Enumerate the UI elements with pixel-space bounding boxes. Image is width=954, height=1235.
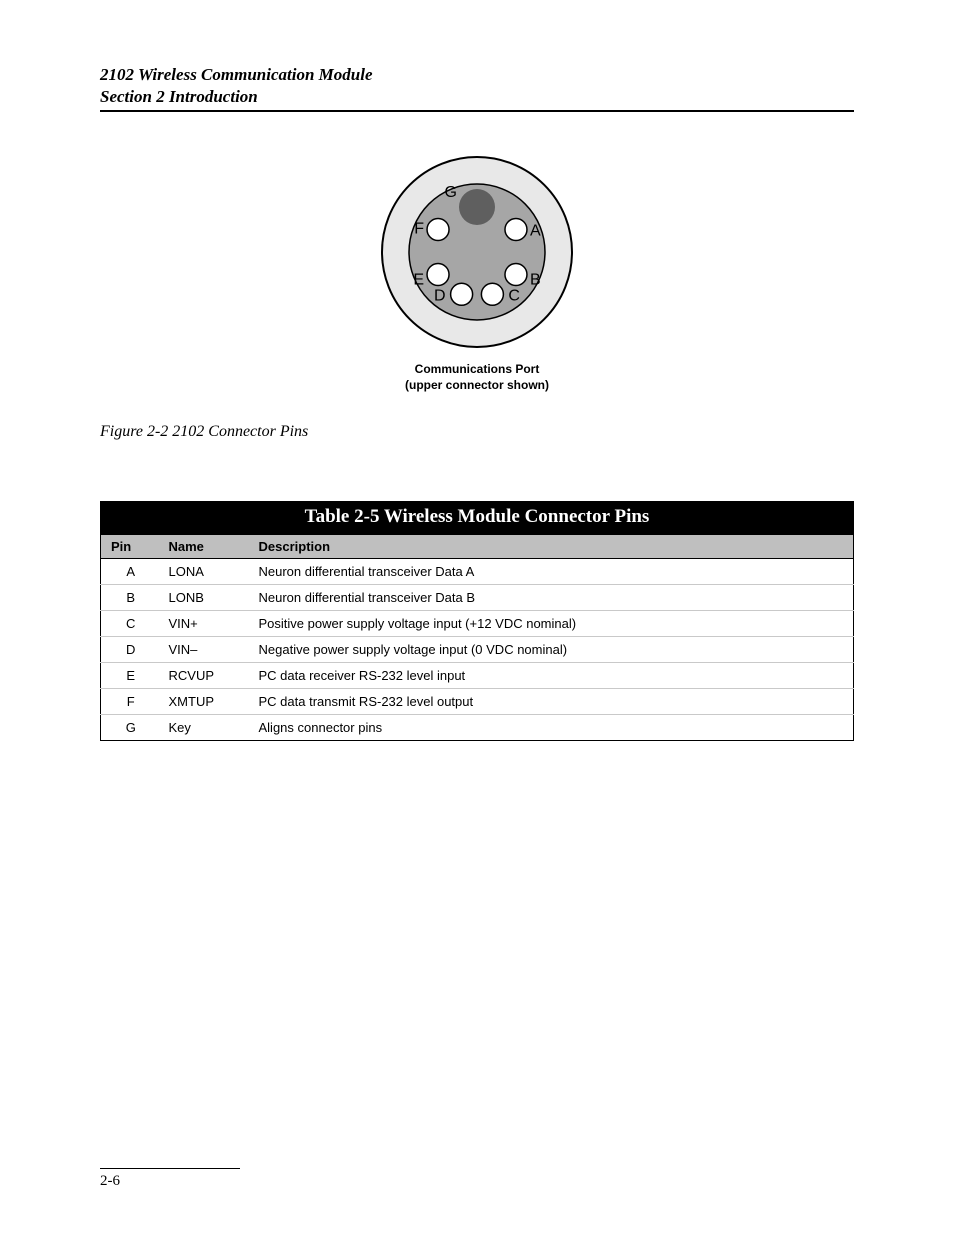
cell-desc: Positive power supply voltage input (+12… (251, 611, 854, 637)
cell-name: LONB (161, 585, 251, 611)
cell-desc: Aligns connector pins (251, 715, 854, 741)
page-footer: 2-6 (100, 1168, 854, 1190)
table-row: BLONBNeuron differential transceiver Dat… (101, 585, 854, 611)
cell-name: VIN+ (161, 611, 251, 637)
cell-desc: Neuron differential transceiver Data A (251, 559, 854, 585)
page: 2102 Wireless Communication Module Secti… (0, 0, 954, 1235)
cell-pin: F (101, 689, 161, 715)
svg-text:B: B (530, 272, 541, 289)
table-row: FXMTUPPC data transmit RS-232 level outp… (101, 689, 854, 715)
cell-pin: D (101, 637, 161, 663)
table-row: DVIN–Negative power supply voltage input… (101, 637, 854, 663)
col-name: Name (161, 535, 251, 559)
cell-desc: Negative power supply voltage input (0 V… (251, 637, 854, 663)
connector-diagram: G A BC DE F (377, 152, 577, 352)
table-row: ALONANeuron differential transceiver Dat… (101, 559, 854, 585)
svg-text:A: A (530, 223, 541, 240)
header-section: Section 2 Introduction (100, 86, 854, 108)
table-body: ALONANeuron differential transceiver Dat… (101, 559, 854, 741)
table-row: GKeyAligns connector pins (101, 715, 854, 741)
svg-text:C: C (508, 287, 520, 304)
cell-pin: A (101, 559, 161, 585)
cell-pin: E (101, 663, 161, 689)
cell-desc: PC data receiver RS-232 level input (251, 663, 854, 689)
diagram-caption-line1: Communications Port (415, 362, 540, 376)
table-row: CVIN+Positive power supply voltage input… (101, 611, 854, 637)
cell-pin: B (101, 585, 161, 611)
page-header: 2102 Wireless Communication Module Secti… (100, 64, 854, 112)
svg-text:D: D (434, 287, 446, 304)
header-title: 2102 Wireless Communication Module (100, 64, 854, 86)
cell-pin: G (101, 715, 161, 741)
cell-name: VIN– (161, 637, 251, 663)
col-pin: Pin (101, 535, 161, 559)
cell-name: XMTUP (161, 689, 251, 715)
svg-text:G: G (445, 184, 457, 201)
connector-diagram-wrap: G A BC DE F Communications Port (upper conne… (100, 152, 854, 393)
table-head-row: Pin Name Description (101, 535, 854, 559)
svg-text:E: E (413, 272, 424, 289)
figure-caption: Figure 2-2 2102 Connector Pins (100, 423, 854, 441)
page-number: 2-6 (100, 1173, 854, 1190)
svg-text:F: F (414, 221, 424, 238)
table-title: Table 2-5 Wireless Module Connector Pins (101, 502, 854, 535)
diagram-caption-line2: (upper connector shown) (405, 378, 549, 392)
cell-desc: PC data transmit RS-232 level output (251, 689, 854, 715)
table-row: ERCVUPPC data receiver RS-232 level inpu… (101, 663, 854, 689)
cell-pin: C (101, 611, 161, 637)
cell-name: LONA (161, 559, 251, 585)
diagram-caption: Communications Port (upper connector sho… (405, 362, 549, 393)
cell-desc: Neuron differential transceiver Data B (251, 585, 854, 611)
cell-name: RCVUP (161, 663, 251, 689)
pin-table: Table 2-5 Wireless Module Connector Pins… (100, 501, 854, 741)
cell-name: Key (161, 715, 251, 741)
footer-rule (100, 1168, 240, 1169)
col-desc: Description (251, 535, 854, 559)
